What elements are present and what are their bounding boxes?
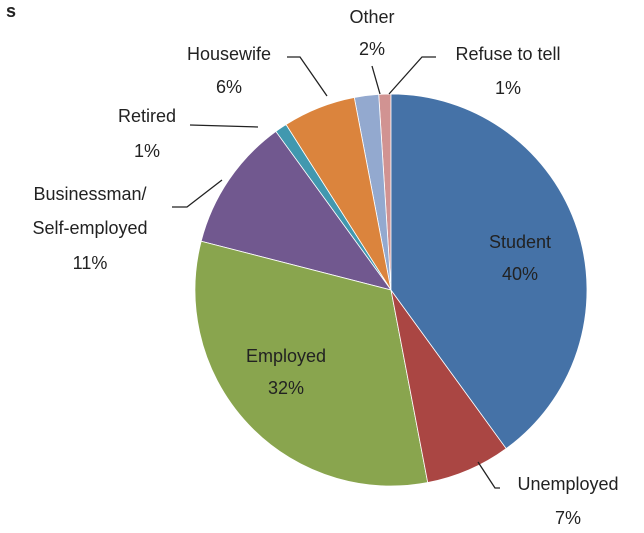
category-label: Student: [489, 232, 551, 252]
value-label: 32%: [268, 378, 304, 398]
category-label: Refuse to tell: [455, 44, 560, 64]
leader-line: [172, 179, 223, 208]
leader-line: [371, 65, 381, 95]
category-label: Unemployed: [517, 474, 618, 494]
value-label: 2%: [359, 39, 385, 59]
category-label: Housewife: [187, 44, 271, 64]
value-label: 11%: [73, 253, 108, 273]
value-label: 1%: [134, 141, 160, 161]
pie-slice: [390, 93, 588, 450]
pie-slice: [194, 240, 429, 487]
leader-line: [189, 124, 259, 128]
category-label: Retired: [118, 106, 176, 126]
value-label: 7%: [555, 508, 581, 528]
category-label: Other: [349, 7, 394, 27]
value-label: 1%: [495, 78, 521, 98]
chart-title: s: [6, 1, 16, 21]
leader-line: [287, 56, 328, 97]
leader-line: [388, 56, 436, 95]
value-label: 40%: [502, 264, 538, 284]
value-label: 6%: [216, 77, 242, 97]
category-label: Businessman/Self-employed: [32, 184, 147, 238]
category-label: Employed: [246, 346, 326, 366]
leader-line: [477, 461, 500, 489]
pie-slice: [200, 130, 392, 291]
